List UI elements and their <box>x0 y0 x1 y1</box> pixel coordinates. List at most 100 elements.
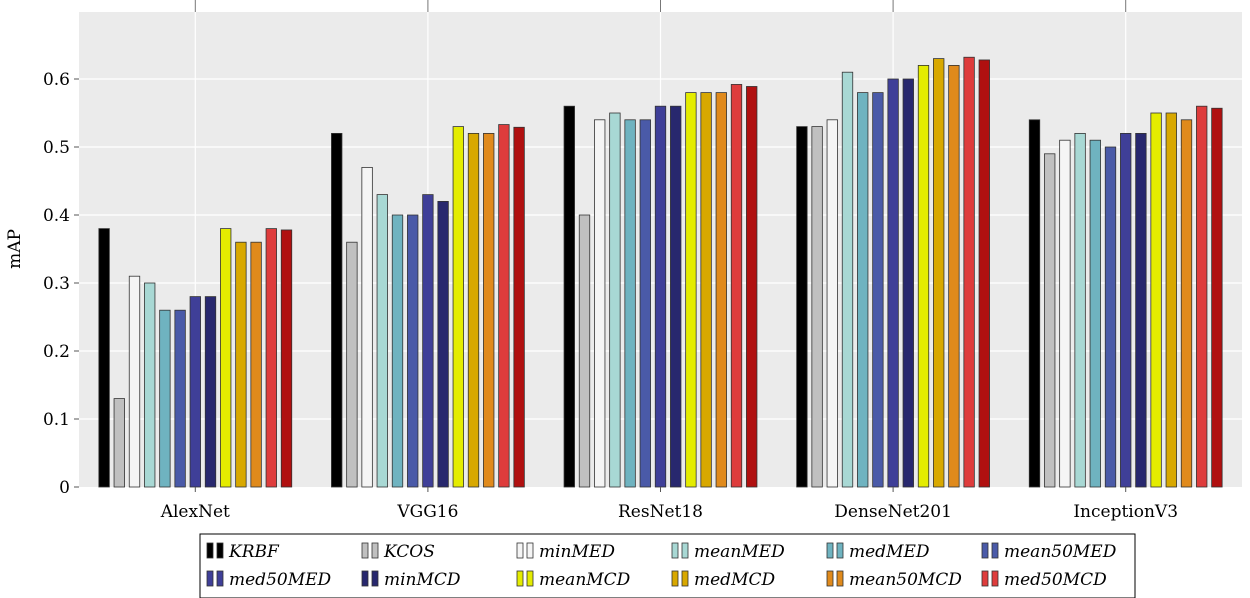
legend-swatch <box>981 570 989 587</box>
bar <box>933 58 945 488</box>
x-tick-label: ResNet18 <box>618 502 703 522</box>
legend-label: mean50MCD <box>849 570 962 590</box>
legend-swatch <box>516 542 524 559</box>
x-tick-label: InceptionV3 <box>1073 502 1178 522</box>
bar <box>250 241 262 488</box>
bar <box>594 119 606 488</box>
legend-label: medMED <box>849 542 930 562</box>
bar <box>746 86 758 488</box>
bar <box>235 241 247 488</box>
bar <box>407 214 419 488</box>
bar <box>730 84 743 488</box>
bar <box>902 78 914 488</box>
bar <box>204 296 217 488</box>
legend-swatch <box>216 570 224 587</box>
bar <box>265 228 277 488</box>
bar <box>361 166 373 488</box>
legend-swatch <box>671 570 679 587</box>
legend-label: KCOS <box>383 542 435 562</box>
y-axis-label: mAP <box>5 229 25 269</box>
bar <box>174 309 186 488</box>
legend-swatch <box>681 570 689 587</box>
bar <box>1074 132 1086 488</box>
x-tick-label: DenseNet201 <box>834 502 952 522</box>
bar <box>857 92 869 488</box>
bar <box>189 296 201 488</box>
bar <box>280 229 293 488</box>
bar <box>128 275 141 488</box>
legend-swatch <box>216 542 224 559</box>
bar <box>826 119 838 488</box>
legend-swatch <box>361 570 369 587</box>
bar <box>346 241 358 488</box>
bar <box>887 78 899 488</box>
bar <box>437 200 449 488</box>
bar <box>563 105 575 488</box>
bar <box>1028 119 1041 488</box>
legend-swatch <box>981 542 989 559</box>
bar <box>113 398 125 488</box>
bar <box>1089 139 1101 488</box>
x-tick-label: VGG16 <box>396 502 458 522</box>
bar <box>872 92 884 488</box>
legend-swatch <box>826 542 834 559</box>
bar <box>1120 132 1132 488</box>
y-tick-label: 0.6 <box>43 70 70 90</box>
y-tick-label: 0.2 <box>43 342 70 362</box>
bar <box>1165 112 1177 488</box>
bar <box>1044 153 1056 488</box>
legend-swatch <box>516 570 524 587</box>
legend-label: med50MCD <box>1004 570 1107 590</box>
bar <box>670 105 682 488</box>
legend-swatch <box>206 570 214 587</box>
legend-swatch <box>371 570 379 587</box>
bar <box>1104 146 1117 488</box>
bar <box>98 228 110 488</box>
bar <box>811 126 823 488</box>
bar <box>796 126 808 488</box>
legend-label: meanMED <box>694 542 785 562</box>
y-tick-label: 0.1 <box>43 410 70 430</box>
legend-swatch <box>526 542 534 559</box>
bar <box>498 124 510 488</box>
legend-swatch <box>826 570 834 587</box>
bar <box>144 282 156 488</box>
y-tick-label: 0.3 <box>43 274 70 294</box>
bar <box>1135 132 1147 488</box>
legend-swatch <box>526 570 534 587</box>
legend-swatch <box>991 542 999 559</box>
bar <box>1059 139 1071 488</box>
legend-label: minMCD <box>384 570 461 590</box>
bar <box>513 126 525 488</box>
bar <box>963 56 975 488</box>
legend-label: mean50MED <box>1004 542 1117 562</box>
x-axis: AlexNet VGG16 ResNet18 DenseNet201 Inception… <box>160 0 1178 522</box>
bar <box>917 65 930 488</box>
bar <box>978 59 990 488</box>
legend-swatch <box>836 542 844 559</box>
bar <box>452 126 464 488</box>
legend-label: medMCD <box>694 570 775 590</box>
bar <box>1211 107 1223 488</box>
bar <box>654 105 667 488</box>
bar <box>422 194 434 488</box>
legend-label: med50MED <box>229 570 332 590</box>
bar <box>578 214 591 488</box>
legend-swatch <box>671 542 679 559</box>
bar <box>841 71 854 488</box>
bar <box>1180 119 1193 488</box>
bar <box>467 132 480 488</box>
bar <box>220 228 232 488</box>
legend-swatch <box>991 570 999 587</box>
bar <box>159 309 171 488</box>
legend-label: meanMCD <box>539 570 631 590</box>
y-tick-label: 0.4 <box>43 206 70 226</box>
bar <box>609 112 621 488</box>
legend-label: KRBF <box>228 542 280 562</box>
y-tick-label: 0 <box>59 478 70 498</box>
bar <box>948 65 960 488</box>
legend-box <box>199 533 1136 598</box>
bar <box>391 214 404 488</box>
legend-swatch <box>681 542 689 559</box>
